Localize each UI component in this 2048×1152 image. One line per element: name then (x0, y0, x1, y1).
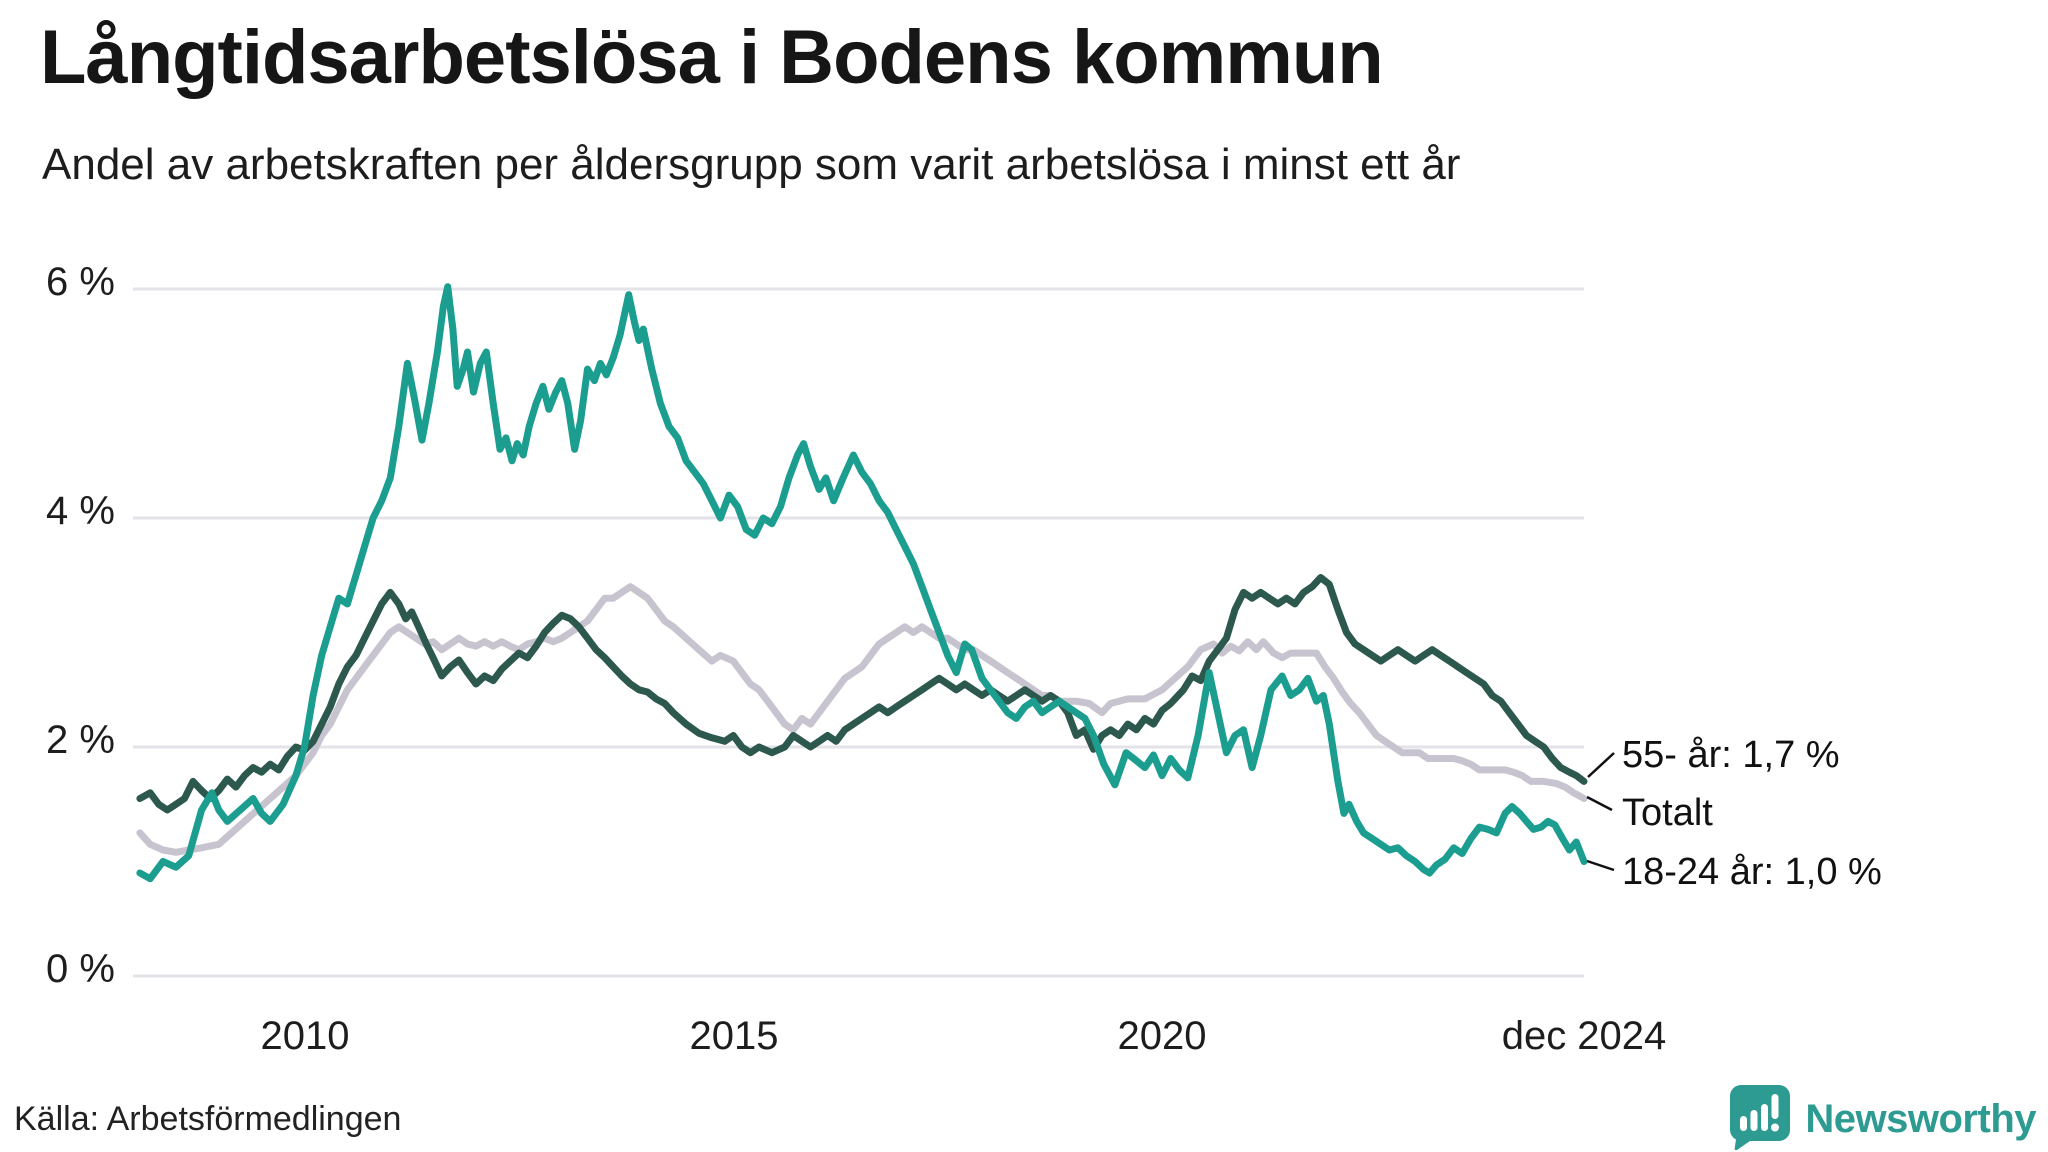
x-axis-tick-dec-2024: dec 2024 (1501, 1014, 1667, 1058)
newsworthy-logo-text: Newsworthy (1805, 1097, 2036, 1141)
x-axis-tick-2015: 2015 (689, 1014, 779, 1058)
y-axis-tick-0: 0 % (46, 947, 115, 991)
y-axis-tick-4: 4 % (46, 489, 115, 533)
source-note: Källa: Arbetsförmedlingen (14, 1100, 402, 1138)
newsworthy-logo: Newsworthy (1729, 1084, 2036, 1152)
newsworthy-logo-icon (1729, 1084, 1791, 1152)
y-axis-tick-6: 6 % (46, 260, 115, 304)
x-axis-tick-2010: 2010 (260, 1014, 350, 1058)
chart-subtitle: Andel av arbetskraften per åldersgrupp s… (42, 140, 1461, 189)
x-axis-tick-2020: 2020 (1117, 1014, 1207, 1058)
series-end-label-totalt: Totalt (1622, 792, 1713, 834)
page-title: Långtidsarbetslösa i Bodens kommun (40, 15, 1384, 100)
series-end-label-55: 55- år: 1,7 % (1622, 734, 1840, 776)
series-end-label-18-24: 18-24 år: 1,0 % (1622, 851, 1882, 893)
y-axis-tick-2: 2 % (46, 718, 115, 762)
